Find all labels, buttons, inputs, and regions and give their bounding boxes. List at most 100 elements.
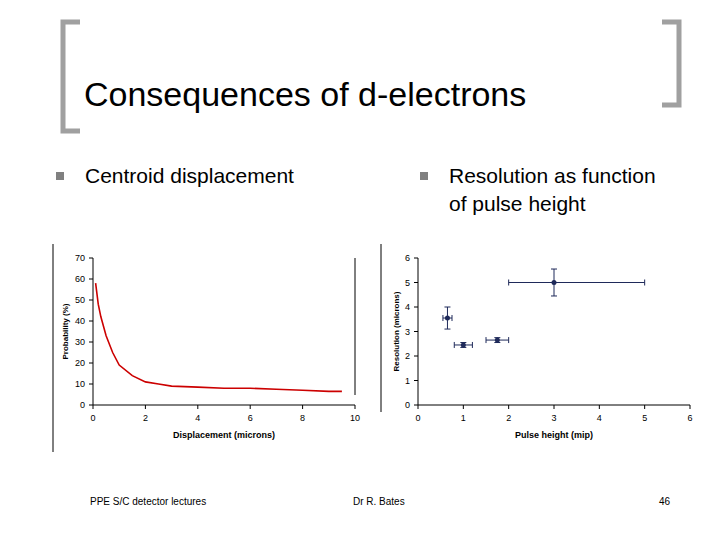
point [495, 338, 500, 343]
y-tick-label: 70 [75, 253, 85, 263]
bullet-line: of pulse height [449, 192, 586, 215]
x-tick [355, 405, 356, 409]
y-tick-label: 2 [405, 351, 410, 361]
chart: 0 2 4 6 8 10 0 10 20 30 40 50 60 70 Displacement (micr… [61, 253, 360, 440]
bullet-marker [420, 172, 428, 180]
left-bracket [63, 22, 80, 131]
page-number: 46 [659, 496, 671, 507]
y-tick-label: 40 [75, 316, 85, 326]
y-tick [89, 405, 93, 406]
x-tick [197, 405, 198, 409]
chart: 0 1 2 3 4 5 6 0 1 2 3 4 5 6 Pulse height (mip) Resoluti… [392, 253, 693, 440]
y-tick [89, 279, 93, 280]
right-bracket [662, 22, 679, 105]
x-tick-label: 4 [597, 413, 602, 423]
x-error-cap [644, 280, 645, 286]
y-axis-title: Resolution (microns) [392, 291, 401, 371]
plot-area [96, 283, 342, 391]
x-tick-label: 6 [687, 413, 692, 423]
y-error-cap [551, 295, 557, 296]
x-tick [690, 405, 691, 409]
x-tick-label: 2 [143, 413, 148, 423]
y-tick [414, 405, 418, 406]
x-error-cap [452, 315, 453, 321]
y-tick [89, 363, 93, 364]
curve [96, 283, 342, 391]
slide: Consequences of d-electrons Centroid disp… [0, 0, 720, 540]
y-tick-label: 1 [405, 376, 410, 386]
x-axis [93, 405, 355, 406]
y-tick [414, 282, 418, 283]
x-error-cap [508, 280, 509, 286]
x-error-bar [509, 282, 645, 283]
x-tick-label: 10 [350, 413, 360, 423]
y-axis [93, 258, 94, 405]
x-tick-label: 3 [551, 413, 556, 423]
y-tick-label: 4 [405, 302, 410, 312]
x-tick-label: 5 [642, 413, 647, 423]
y-tick [89, 300, 93, 301]
x-tick [463, 405, 464, 409]
plot-frame [355, 258, 356, 395]
y-error-cap [444, 307, 450, 308]
x-axis-title: Pulse height (mip) [515, 430, 593, 440]
y-tick-label: 10 [75, 379, 85, 389]
y-tick [414, 356, 418, 357]
x-tick [508, 405, 509, 409]
y-tick [89, 342, 93, 343]
x-error-cap [508, 337, 509, 343]
x-tick-label: 8 [300, 413, 305, 423]
footer-left: PPE S/C detector lectures [90, 496, 206, 507]
bullet-text: Resolution as function of pulse height [449, 164, 656, 215]
footer-center: Dr R. Bates [353, 496, 405, 507]
x-tick [250, 405, 251, 409]
y-tick [414, 380, 418, 381]
x-tick-label: 1 [461, 413, 466, 423]
y-tick-label: 3 [405, 327, 410, 337]
y-axis-title: Probability (%) [61, 303, 70, 359]
image-border [381, 244, 382, 412]
x-tick [554, 405, 555, 409]
slide-title: Consequences of d-electrons [84, 75, 526, 113]
point [552, 280, 557, 285]
x-tick-label: 4 [195, 413, 200, 423]
bullet-text: Centroid displacement [85, 164, 294, 187]
x-tick [145, 405, 146, 409]
x-tick-label: 0 [90, 413, 95, 423]
y-tick-label: 5 [405, 278, 410, 288]
x-tick-label: 6 [248, 413, 253, 423]
x-error-cap [472, 342, 473, 348]
point [445, 316, 450, 321]
image-border [53, 244, 54, 452]
y-error-cap [551, 269, 557, 270]
y-tick [89, 321, 93, 322]
y-tick-label: 30 [75, 337, 85, 347]
y-tick [89, 258, 93, 259]
x-tick [644, 405, 645, 409]
x-tick [302, 405, 303, 409]
y-tick [414, 307, 418, 308]
plot-area [443, 269, 645, 348]
x-tick-label: 2 [506, 413, 511, 423]
y-error-cap [444, 329, 450, 330]
y-tick-label: 0 [80, 400, 85, 410]
y-tick-label: 20 [75, 358, 85, 368]
point [461, 342, 466, 347]
bullet-marker [56, 172, 64, 180]
y-tick-label: 0 [405, 400, 410, 410]
y-tick-label: 6 [405, 253, 410, 263]
y-tick-label: 60 [75, 274, 85, 284]
x-error-cap [442, 315, 443, 321]
x-tick [418, 405, 419, 409]
y-tick [414, 258, 418, 259]
y-tick-label: 50 [75, 295, 85, 305]
x-axis-title: Displacement (microns) [173, 430, 275, 440]
bullet-line: Resolution as function [449, 164, 656, 187]
x-tick [599, 405, 600, 409]
y-tick [414, 331, 418, 332]
x-tick [93, 405, 94, 409]
x-error-cap [454, 342, 455, 348]
x-tick-label: 0 [415, 413, 420, 423]
x-error-cap [486, 337, 487, 343]
y-tick [89, 384, 93, 385]
